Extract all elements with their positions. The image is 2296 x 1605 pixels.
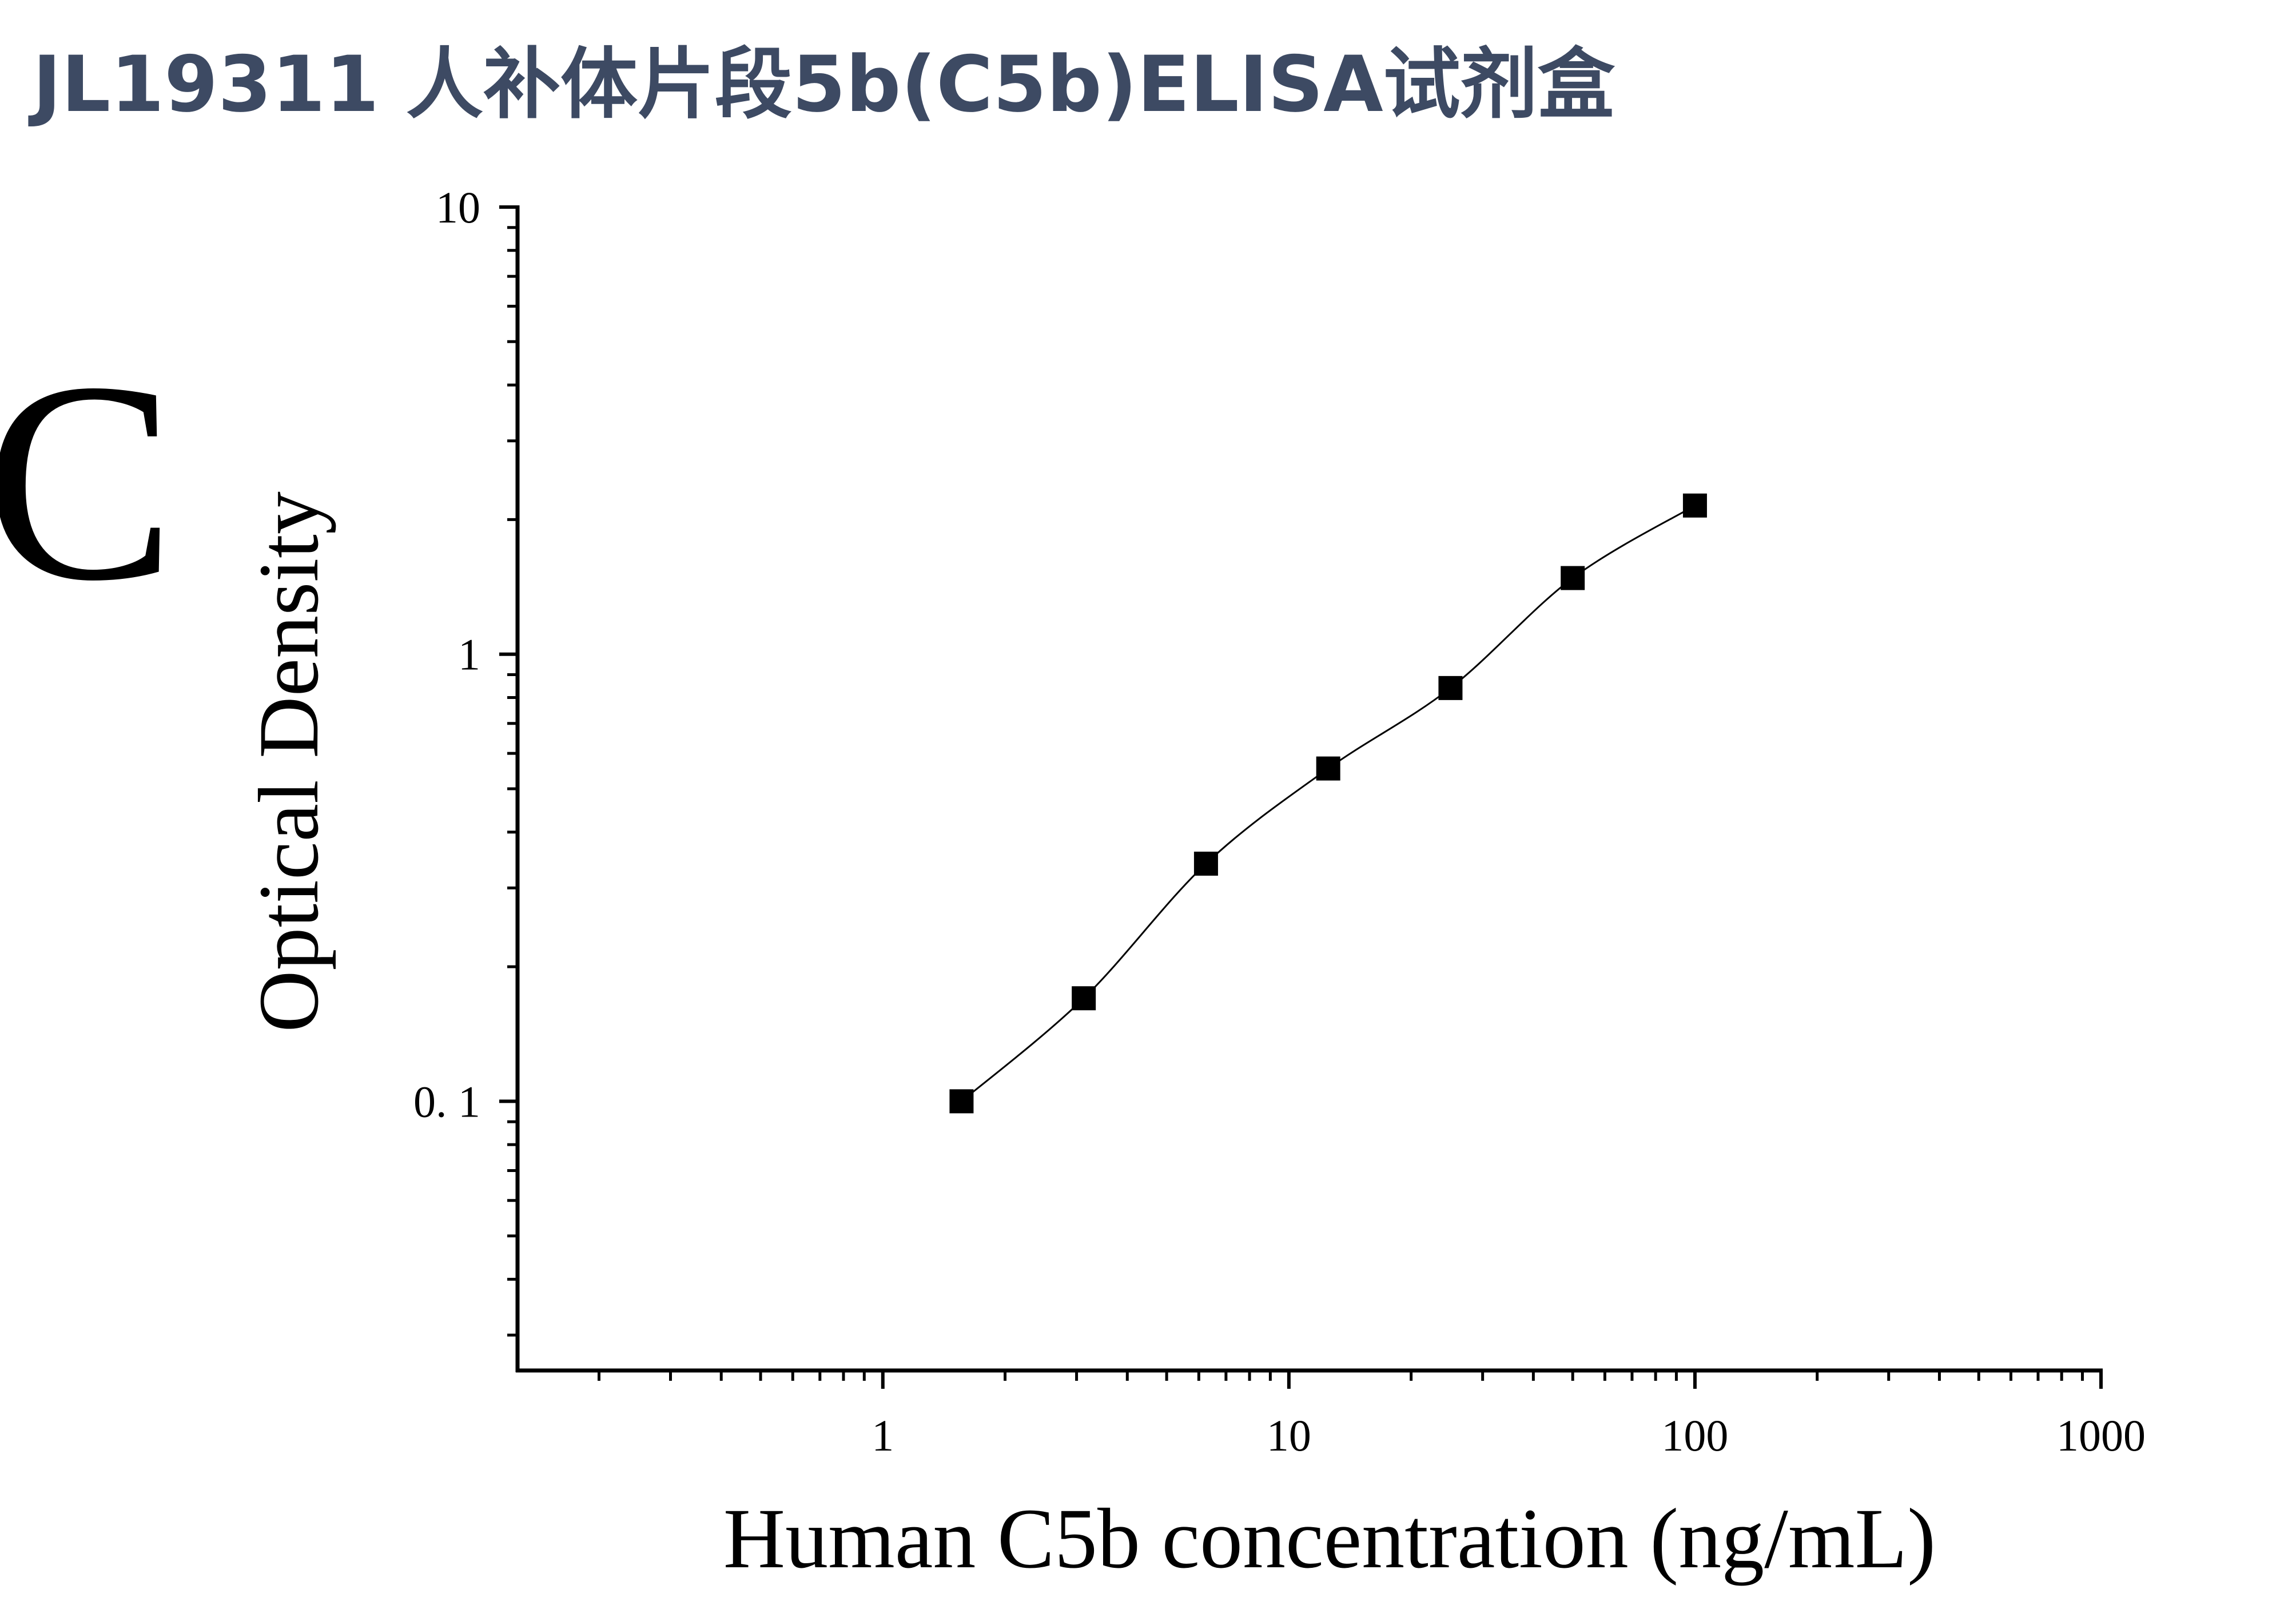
data-point: [1682, 493, 1707, 518]
x-tick-label: 1000: [2056, 1411, 2146, 1460]
data-point: [1316, 756, 1340, 781]
data-point: [1561, 566, 1585, 590]
y-tick-label: 1: [458, 630, 480, 680]
page-title: JL19311 人补体片段5b(C5b)ELISA试剂盒: [28, 39, 1615, 129]
fit-line: [961, 504, 1696, 1102]
x-tick-label: 10: [1267, 1411, 1311, 1460]
x-axis-title: Human C5b concentration (ng/mL): [723, 1491, 1936, 1586]
data-point: [1438, 676, 1463, 700]
data-point: [949, 1089, 974, 1114]
panel-label: C: [0, 323, 176, 640]
x-tick-label: 1: [872, 1411, 894, 1460]
y-axis-title: Optical Density: [241, 491, 336, 1032]
x-tick-label: 100: [1661, 1411, 1728, 1460]
data-point: [1193, 851, 1218, 876]
y-tick-label: 10: [436, 182, 480, 232]
data-point: [1072, 986, 1096, 1011]
y-tick-label: 0. 1: [413, 1076, 480, 1126]
